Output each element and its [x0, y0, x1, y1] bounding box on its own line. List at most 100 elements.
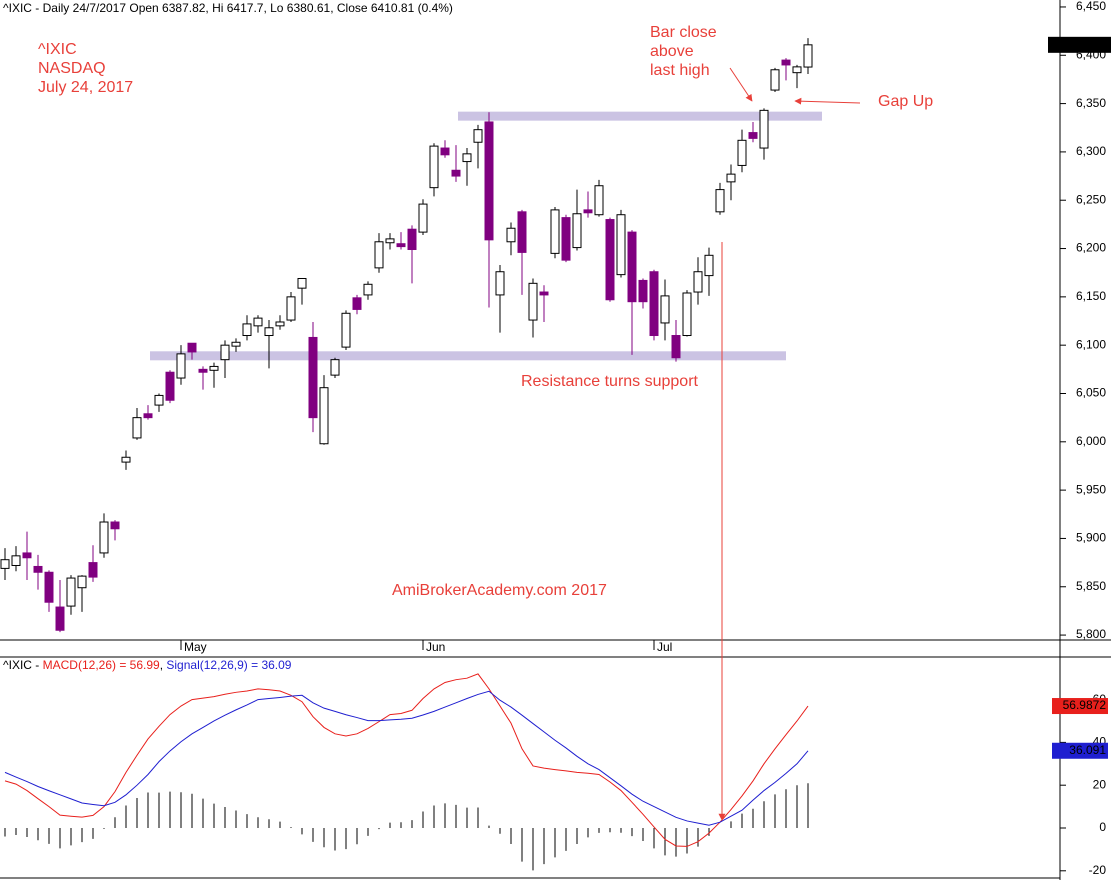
- candle-body: [363, 283, 373, 296]
- candle-body: [605, 219, 615, 301]
- y-tick-label: 6,200: [1076, 241, 1106, 255]
- y-tick-label: 6,150: [1076, 289, 1106, 303]
- last-price-label: 6,410.81: [1060, 37, 1107, 51]
- candle-body: [583, 209, 593, 214]
- candle-body: [770, 69, 780, 91]
- arrow: [794, 97, 861, 105]
- annotation: Gap Up: [878, 93, 933, 110]
- candle-body: [319, 387, 329, 445]
- chart-title: ^IXIC - Daily 24/7/2017 Open 6387.82, Hi…: [3, 1, 453, 15]
- y-tick-label: 20: [1093, 777, 1107, 791]
- candle-body: [11, 555, 21, 566]
- x-tick-label: Jul: [657, 640, 672, 654]
- candle-body: [396, 243, 406, 248]
- candle-body: [440, 147, 450, 156]
- candle-body: [187, 342, 197, 353]
- candle-body: [517, 211, 527, 253]
- candle-body: [99, 521, 109, 554]
- candle-body: [407, 228, 417, 251]
- candle-body: [341, 312, 351, 348]
- candle-body: [275, 321, 285, 327]
- candle-body: [451, 169, 461, 177]
- candle-body: [308, 336, 318, 419]
- candle-body: [286, 296, 296, 321]
- candle-body: [429, 145, 439, 189]
- candle-body: [33, 565, 43, 573]
- candle-body: [242, 323, 252, 337]
- candle-body: [352, 297, 362, 310]
- candle-body: [671, 335, 681, 359]
- y-tick-label: 5,800: [1076, 627, 1106, 641]
- y-tick-label: 5,950: [1076, 482, 1106, 496]
- candle-body: [0, 559, 10, 569]
- y-tick-label: 6,300: [1076, 144, 1106, 158]
- candle-body: [154, 394, 164, 406]
- candle-body: [550, 209, 560, 254]
- candle-body: [209, 365, 219, 371]
- annotation: last high: [650, 62, 710, 79]
- annotation: July 24, 2017: [38, 79, 133, 96]
- last-value-box: [1052, 742, 1108, 759]
- legend-entry: MACD(12,26) = 56.99: [43, 658, 160, 672]
- candle-body: [682, 292, 692, 337]
- y-tick-label: 5,850: [1076, 579, 1106, 593]
- candle-body: [44, 571, 54, 603]
- annotation: Bar close: [650, 24, 717, 41]
- candle-body: [561, 217, 571, 261]
- candle-body: [495, 271, 505, 296]
- last-price-box: [1048, 36, 1111, 53]
- candle-body: [66, 577, 76, 607]
- candle-body: [704, 254, 714, 277]
- candle-body: [693, 271, 703, 293]
- series-line: [4, 673, 809, 847]
- candle-body: [594, 185, 604, 216]
- annotation: Resistance turns support: [521, 373, 699, 390]
- candle-body: [121, 456, 131, 463]
- candle-body: [572, 213, 582, 249]
- candle-body: [528, 282, 538, 321]
- candle-body: [616, 214, 626, 276]
- x-tick-label: Jun: [426, 640, 445, 654]
- candle-body: [55, 606, 65, 631]
- candle-body: [297, 277, 307, 289]
- candle-body: [748, 132, 758, 139]
- reference-band: [150, 351, 786, 361]
- annotation: above: [650, 43, 694, 60]
- candle-body: [176, 353, 186, 379]
- arrow: [729, 67, 753, 102]
- candle-body: [759, 109, 769, 149]
- candle-body: [110, 521, 120, 530]
- candle-body: [77, 575, 87, 589]
- candle-body: [264, 327, 274, 337]
- last-value-box: [1052, 698, 1108, 715]
- candle-body: [660, 295, 670, 324]
- candle-body: [374, 241, 384, 269]
- candle-body: [792, 66, 802, 74]
- y-tick-label: 0: [1099, 820, 1106, 834]
- candle-body: [539, 291, 549, 296]
- candle-body: [220, 344, 230, 361]
- y-tick-label: 6,050: [1076, 386, 1106, 400]
- candle-body: [165, 371, 175, 401]
- candle-body: [462, 153, 472, 163]
- reference-band: [458, 111, 822, 121]
- candle-body: [781, 59, 791, 66]
- legend-separator: ,: [160, 658, 167, 672]
- last-value-label: 36.091: [1069, 743, 1106, 757]
- candle-body: [143, 413, 153, 419]
- y-tick-label: 6,000: [1076, 434, 1106, 448]
- series-line: [4, 690, 809, 826]
- candle-body: [484, 121, 494, 241]
- y-tick-label: 6,100: [1076, 337, 1106, 351]
- candle-body: [726, 173, 736, 183]
- annotation: ^IXIC: [38, 41, 77, 58]
- last-value-label: 56.9872: [1063, 698, 1107, 712]
- candle-body: [638, 279, 648, 303]
- candle-body: [418, 203, 428, 233]
- macd-legend: ^IXIC - MACD(12,26) = 56.99, Signal(12,2…: [3, 658, 292, 672]
- candle-body: [473, 129, 483, 143]
- candle-body: [330, 359, 340, 376]
- candle-body: [506, 227, 516, 243]
